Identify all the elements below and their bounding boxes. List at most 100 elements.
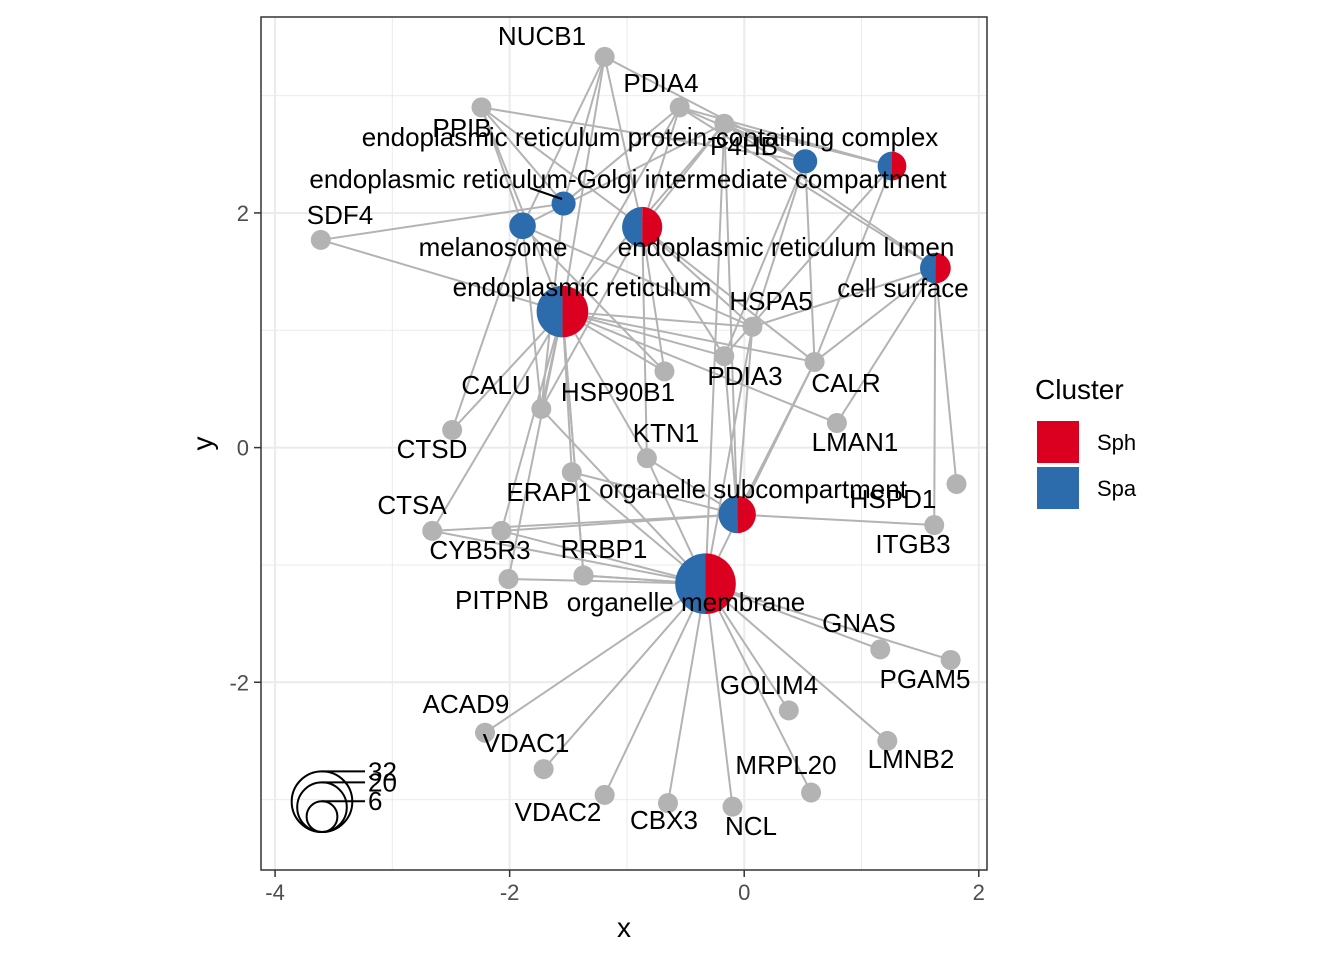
gene-label: HSP90B1 — [561, 377, 675, 407]
network-edge — [320, 238, 563, 313]
network-edge — [724, 122, 893, 167]
network-edge — [561, 106, 681, 313]
size-legend-label: 6 — [368, 786, 382, 816]
network-edge — [704, 582, 888, 742]
network-edge — [561, 311, 648, 459]
gene-label: ACAD9 — [423, 689, 510, 719]
gene-label: PDIA3 — [707, 361, 782, 391]
network-edge — [836, 267, 937, 424]
gene-node — [561, 462, 582, 483]
network-edge — [641, 227, 648, 459]
category-slice-sph — [737, 495, 756, 534]
gene-node — [924, 515, 945, 536]
gene-label: PPIB — [432, 113, 491, 143]
gene-label: SDF4 — [307, 200, 373, 230]
x-axis-title: x — [617, 912, 631, 943]
network-edge — [521, 56, 606, 227]
gene-node — [498, 569, 519, 590]
gene-label: NUCB1 — [498, 21, 586, 51]
gene-label: PITPNB — [455, 585, 549, 615]
network-edge — [501, 529, 706, 585]
gene-node — [877, 730, 898, 751]
gene-label: RRBP1 — [561, 534, 648, 564]
gene-label: HSPA5 — [729, 286, 812, 316]
network-edge — [542, 583, 707, 770]
network-edge — [934, 267, 958, 485]
gene-node — [594, 784, 615, 805]
gene-node — [714, 346, 735, 367]
network-edge — [641, 226, 726, 357]
gene-node — [826, 412, 847, 433]
category-slice-sph — [705, 553, 736, 615]
x-tick-label: 0 — [738, 880, 750, 905]
network-edge — [813, 165, 893, 363]
gene-label: PDIA4 — [623, 68, 698, 98]
gene-label: VDAC2 — [515, 797, 602, 827]
legend-key-sph — [1037, 421, 1079, 463]
gene-node — [636, 448, 657, 469]
category-node — [793, 149, 818, 174]
network-edge — [480, 106, 643, 228]
gene-node — [669, 97, 690, 118]
axes: -4 -2 0 2 -2 0 2 — [229, 201, 984, 905]
network-edge — [679, 106, 936, 269]
network-edge — [562, 310, 753, 328]
category-node — [551, 191, 576, 216]
category-label: endoplasmic reticulum lumen — [618, 232, 955, 262]
gene-node — [801, 782, 822, 803]
network-edge — [641, 226, 816, 363]
legend-label-spa: Spa — [1097, 476, 1137, 501]
network-edge — [480, 106, 565, 205]
network-edge — [705, 582, 951, 661]
category-slice-sph — [891, 151, 907, 181]
gene-node — [778, 700, 799, 721]
gene-node — [722, 796, 743, 817]
network-edge — [641, 226, 666, 372]
gene-label: ERAP1 — [506, 477, 591, 507]
category-slice-sph — [562, 285, 589, 338]
category-slice-spa — [675, 553, 706, 615]
network-edge — [562, 56, 606, 204]
network-edge — [562, 310, 838, 424]
gene-label: CALU — [461, 370, 530, 400]
legend-label-sph: Sph — [1097, 430, 1136, 455]
network-edge — [451, 310, 564, 431]
category-node — [509, 212, 536, 240]
gene-node — [946, 473, 967, 494]
x-tick-label: -2 — [500, 880, 520, 905]
gene-label: PGAM5 — [879, 664, 970, 694]
nodes — [310, 46, 967, 817]
gene-node — [573, 565, 594, 586]
category-slice-sph — [642, 206, 663, 248]
network-edge — [641, 107, 681, 228]
category-slice-sph — [935, 252, 951, 284]
y-tick-label: 0 — [237, 436, 249, 461]
network-edge — [804, 161, 816, 363]
gene-label: GNAS — [822, 608, 896, 638]
gene-node — [533, 759, 554, 780]
network-edge — [752, 267, 936, 328]
gene-node — [471, 97, 492, 118]
category-slice-spa — [920, 252, 936, 284]
network-edge — [704, 326, 754, 584]
network-edge — [603, 56, 644, 228]
x-tick-label: -4 — [265, 880, 285, 905]
network-edge — [751, 161, 807, 328]
gene-node — [422, 520, 443, 541]
network-edge — [501, 513, 738, 532]
gene-label: CTSA — [377, 490, 447, 520]
size-legend-label: 32 — [368, 756, 397, 786]
gene-node — [475, 722, 496, 743]
category-label: endoplasmic reticulum — [453, 272, 712, 302]
legend-key-spa — [1037, 467, 1079, 509]
label-leader-line — [529, 187, 563, 200]
gene-label: CBX3 — [630, 805, 698, 835]
gene-label: KTN1 — [633, 418, 699, 448]
network-edge — [723, 160, 807, 357]
y-tick-label: -2 — [229, 670, 249, 695]
network-edge — [704, 583, 734, 807]
network-edge — [813, 267, 937, 363]
network-edge — [736, 326, 754, 515]
